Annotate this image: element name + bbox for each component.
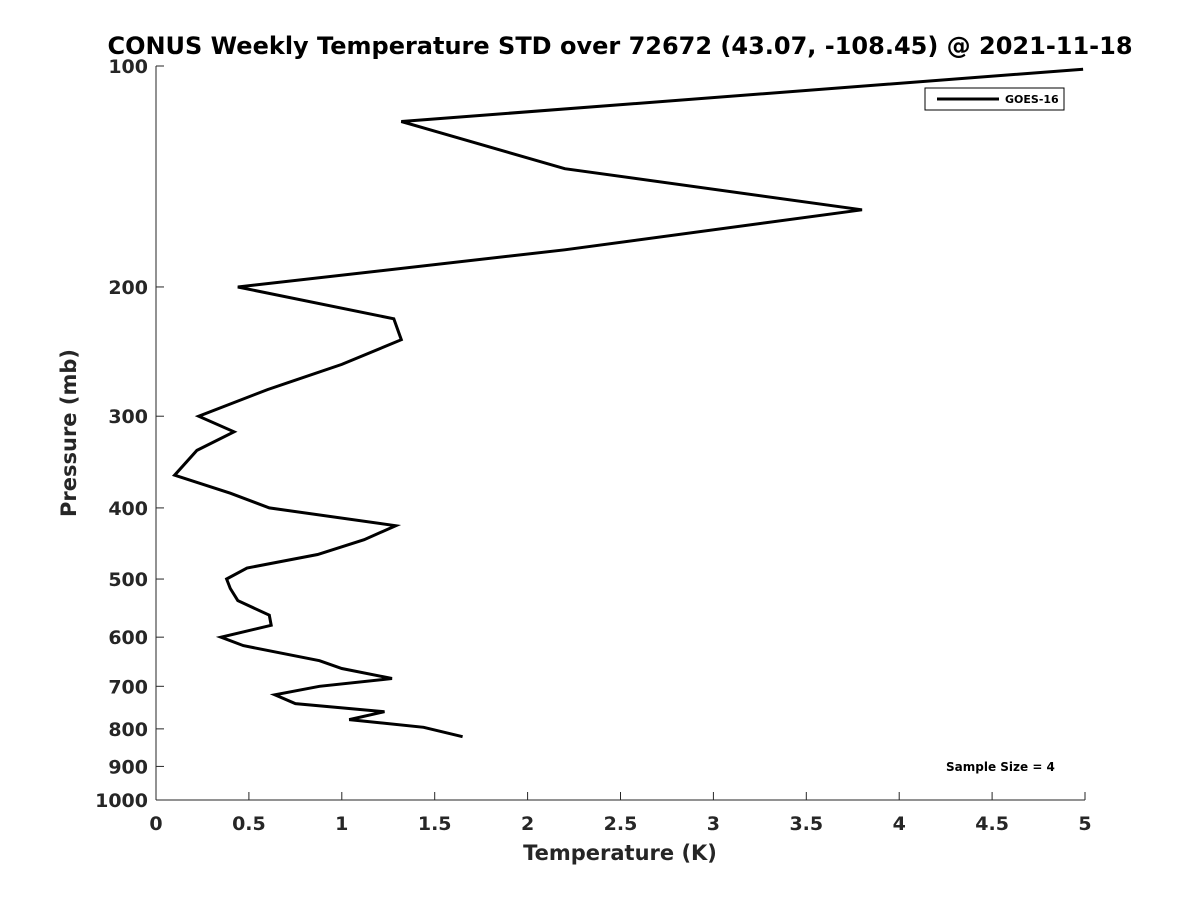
x-tick-label: 3 [707, 813, 720, 835]
y-axis-ticks: 100 200 300 400 500 600 700 800 900 1000 [95, 56, 164, 812]
x-tick-label: 1 [335, 813, 348, 835]
y-tick-label: 900 [108, 756, 148, 778]
y-tick-label: 1000 [95, 790, 148, 812]
y-tick-label: 100 [108, 56, 148, 78]
x-axis-label: Temperature (K) [523, 841, 717, 865]
y-tick-label: 500 [108, 569, 148, 591]
series-line-goes-16 [171, 67, 1084, 739]
sample-size-annotation: Sample Size = 4 [946, 760, 1055, 774]
y-tick-label: 400 [108, 498, 148, 520]
y-tick-label: 700 [108, 676, 148, 698]
x-tick-label: 1.5 [418, 813, 452, 835]
y-tick-label: 200 [108, 277, 148, 299]
x-tick-label: 4 [893, 813, 906, 835]
x-tick-label: 4.5 [975, 813, 1009, 835]
legend-entry-goes-16: GOES-16 [1005, 93, 1059, 106]
y-tick-label: 300 [108, 406, 148, 428]
x-tick-label: 5 [1078, 813, 1091, 835]
x-tick-label: 0 [149, 813, 162, 835]
legend: GOES-16 [924, 87, 1065, 111]
x-tick-label: 2 [521, 813, 534, 835]
x-axis-ticks: 0 0.5 1 1.5 2 2.5 3 3.5 4 4.5 5 [149, 792, 1092, 835]
y-axis-label: Pressure (mb) [57, 349, 81, 517]
chart-title: CONUS Weekly Temperature STD over 72672 … [107, 32, 1132, 60]
x-tick-label: 0.5 [232, 813, 266, 835]
x-tick-label: 2.5 [604, 813, 638, 835]
x-tick-label: 3.5 [789, 813, 823, 835]
y-tick-label: 800 [108, 719, 148, 741]
y-tick-label: 600 [108, 627, 148, 649]
